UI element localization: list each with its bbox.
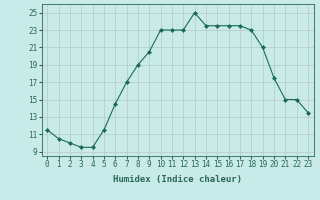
X-axis label: Humidex (Indice chaleur): Humidex (Indice chaleur) <box>113 175 242 184</box>
